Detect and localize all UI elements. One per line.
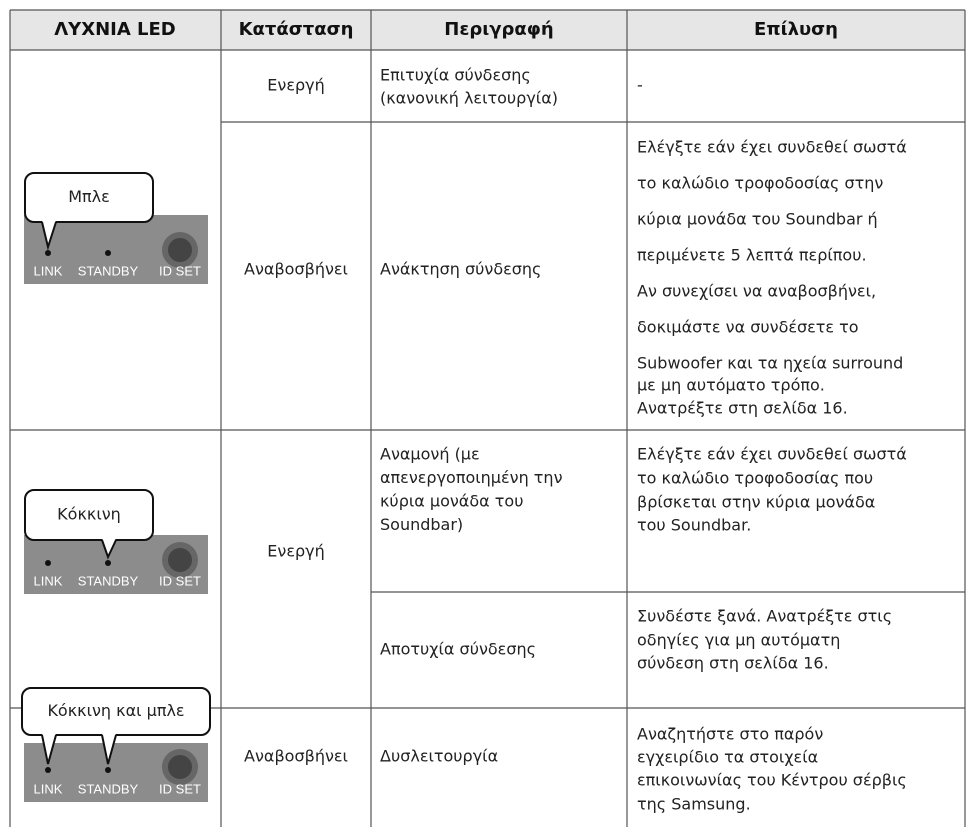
led-dot <box>45 767 51 773</box>
status: Ενεργή <box>267 542 324 561</box>
led-label: ID SET <box>159 573 201 588</box>
resolution: Ελέγξτε εάν έχει συνδεθεί σωστά <box>637 138 907 157</box>
description: απενεργοποιημένη την <box>380 468 563 487</box>
resolution: κύρια μονάδα του Soundbar ή <box>637 210 878 229</box>
resolution: - <box>637 76 643 95</box>
bubble <box>24 489 154 541</box>
led-dot <box>105 250 111 256</box>
led-dot <box>105 767 111 773</box>
resolution: Subwoofer και τα ηχεία surround <box>637 354 903 373</box>
resolution: με μη αυτόματο τρόπο. <box>637 376 825 395</box>
bubble-text: Μπλε <box>68 187 110 206</box>
resolution: οδηγίες για μη αυτόματη <box>637 631 840 650</box>
resolution: το καλώδιο τροφοδοσίας που <box>637 469 873 488</box>
led-label: LINK <box>34 573 63 588</box>
description: Επιτυχία σύνδεσης <box>380 66 531 85</box>
resolution: δοκιμάστε να συνδέσετε το <box>637 318 859 337</box>
resolution: Ανατρέξτε στη σελίδα 16. <box>637 399 848 418</box>
led-dot <box>45 250 51 256</box>
id-set-button-inner <box>168 548 192 572</box>
resolution: του Soundbar. <box>637 516 751 535</box>
bubble-tail <box>41 221 57 251</box>
description: Soundbar) <box>380 515 463 534</box>
led-dot <box>45 560 51 566</box>
bubble-tail-fill <box>42 220 56 247</box>
resolution: το καλώδιο τροφοδοσίας στην <box>637 174 883 193</box>
led-label: LINK <box>34 781 63 796</box>
resolution: σύνδεση στη σελίδα 16. <box>637 654 829 673</box>
resolution: Αν συνεχίσει να αναβοσβήνει, <box>637 282 876 301</box>
status: Αναβοσβήνει <box>244 260 348 279</box>
led-dot <box>105 560 111 566</box>
led-label: LINK <box>34 263 63 278</box>
id-set-button-inner <box>168 755 192 779</box>
resolution: περιμένετε 5 λεπτά περίπου. <box>637 246 867 265</box>
bubble-tail <box>101 734 117 765</box>
resolution: επικοινωνίας του Κέντρου σέρβις <box>637 771 907 790</box>
bubble-tail-fill <box>42 733 56 764</box>
bubble-tail <box>41 734 57 765</box>
resolution: Ελέγξτε εάν έχει συνδεθεί σωστά <box>637 445 907 464</box>
led-label: ID SET <box>159 781 201 796</box>
description: (κανονική λειτουργία) <box>380 89 558 108</box>
header-cell: Περιγραφή <box>444 19 553 40</box>
header-cell: Κατάσταση <box>239 19 354 40</box>
resolution: Συνδέστε ξανά. Ανατρέξτε στις <box>637 607 892 626</box>
header-cell: Επίλυση <box>754 19 838 40</box>
header-cell: ΛΥΧΝΙΑ LED <box>54 19 176 40</box>
description: Ανάκτηση σύνδεσης <box>380 260 541 279</box>
led-label: STANDBY <box>78 781 139 796</box>
resolution: εγχειρίδιο τα στοιχεία <box>637 748 818 767</box>
resolution: Αναζητήστε στο παρόν <box>637 725 823 744</box>
bubble-tail <box>101 539 117 560</box>
resolution: βρίσκεται στην κύρια μονάδα <box>637 493 875 512</box>
description: Δυσλειτουργία <box>380 747 498 766</box>
bubble-tail-fill <box>102 538 116 557</box>
id-set-button-inner <box>168 238 192 262</box>
led-label: STANDBY <box>78 573 139 588</box>
bubble-tail-fill <box>102 733 116 764</box>
led-label: ID SET <box>159 263 201 278</box>
status: Αναβοσβήνει <box>244 747 348 766</box>
header-bg <box>10 10 965 50</box>
resolution: της Samsung. <box>637 795 751 814</box>
description: Αποτυχία σύνδεσης <box>380 640 536 659</box>
status: Ενεργή <box>267 76 324 95</box>
led-label: STANDBY <box>78 263 139 278</box>
description: κύρια μονάδα του <box>380 492 523 511</box>
bubble-text: Κόκκινη και μπλε <box>47 701 184 720</box>
bubble-text: Κόκκινη <box>57 505 121 524</box>
bubble <box>24 172 154 223</box>
description: Αναμονή (με <box>380 445 480 464</box>
